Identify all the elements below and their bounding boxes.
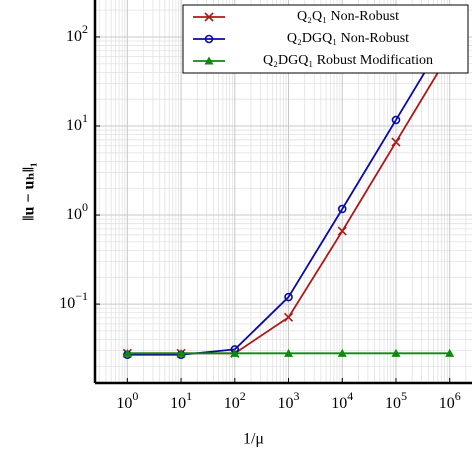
x-tick-label: 104	[331, 389, 353, 412]
marker	[337, 204, 347, 214]
marker	[204, 56, 214, 65]
x-tick-label: 102	[224, 389, 246, 412]
y-tick-label: 100	[66, 200, 88, 223]
x-tick-label: 101	[170, 389, 192, 412]
axes: 100 101 102 103 104 105 106 10−1 100 101 102 1/μ ‖u …	[21, 0, 472, 448]
legend-box	[182, 4, 469, 74]
marker	[230, 348, 240, 357]
marker	[391, 137, 401, 147]
legend-label: Q₂DGQ₁ Robust Modification	[263, 53, 433, 68]
x-tick-label: 103	[278, 389, 300, 412]
marker	[337, 226, 347, 236]
y-tick-label: 10−1	[59, 289, 88, 312]
marker	[445, 348, 455, 357]
x-tick-label: 106	[439, 389, 461, 412]
marker	[284, 292, 293, 302]
legend: Q₂Q₁ Non-Robust Q₂DGQ₁ Non-Robust Q₂DGQ₁ R…	[182, 4, 469, 74]
legend-label: Q₂DGQ₁ Non-Robust	[287, 31, 409, 46]
marker	[204, 34, 214, 44]
plot-data	[122, 26, 455, 360]
y-tick-label: 102	[66, 22, 88, 45]
x-tick-label: 100	[116, 389, 138, 412]
marker	[337, 348, 347, 357]
marker	[283, 312, 294, 322]
marker	[391, 115, 401, 125]
marker	[204, 12, 214, 22]
marker	[176, 348, 186, 357]
y-tick-label: 101	[66, 111, 88, 134]
marker	[391, 348, 401, 357]
legend-label: Q₂Q₁ Non-Robust	[297, 9, 399, 24]
x-tick-label: 105	[385, 389, 407, 412]
marker	[122, 348, 132, 357]
marker	[284, 348, 294, 357]
x-axis-label: 1/μ	[243, 431, 264, 448]
y-axis-label: ‖u − uₕ‖₁	[21, 162, 38, 221]
